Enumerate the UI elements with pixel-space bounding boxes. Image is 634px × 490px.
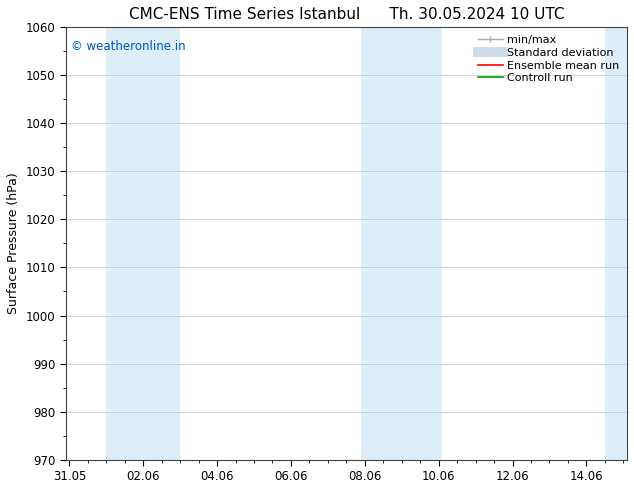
Bar: [384, 27, 443, 460]
Bar: [605, 27, 627, 460]
Bar: [125, 27, 180, 460]
Y-axis label: Surface Pressure (hPa): Surface Pressure (hPa): [7, 172, 20, 314]
Bar: [107, 27, 125, 460]
Title: CMC-ENS Time Series Istanbul      Th. 30.05.2024 10 UTC: CMC-ENS Time Series Istanbul Th. 30.05.2…: [129, 7, 564, 22]
Legend: min/max, Standard deviation, Ensemble mean run, Controll run: min/max, Standard deviation, Ensemble me…: [474, 30, 624, 88]
Bar: [361, 27, 384, 460]
Text: © weatheronline.in: © weatheronline.in: [71, 40, 186, 53]
